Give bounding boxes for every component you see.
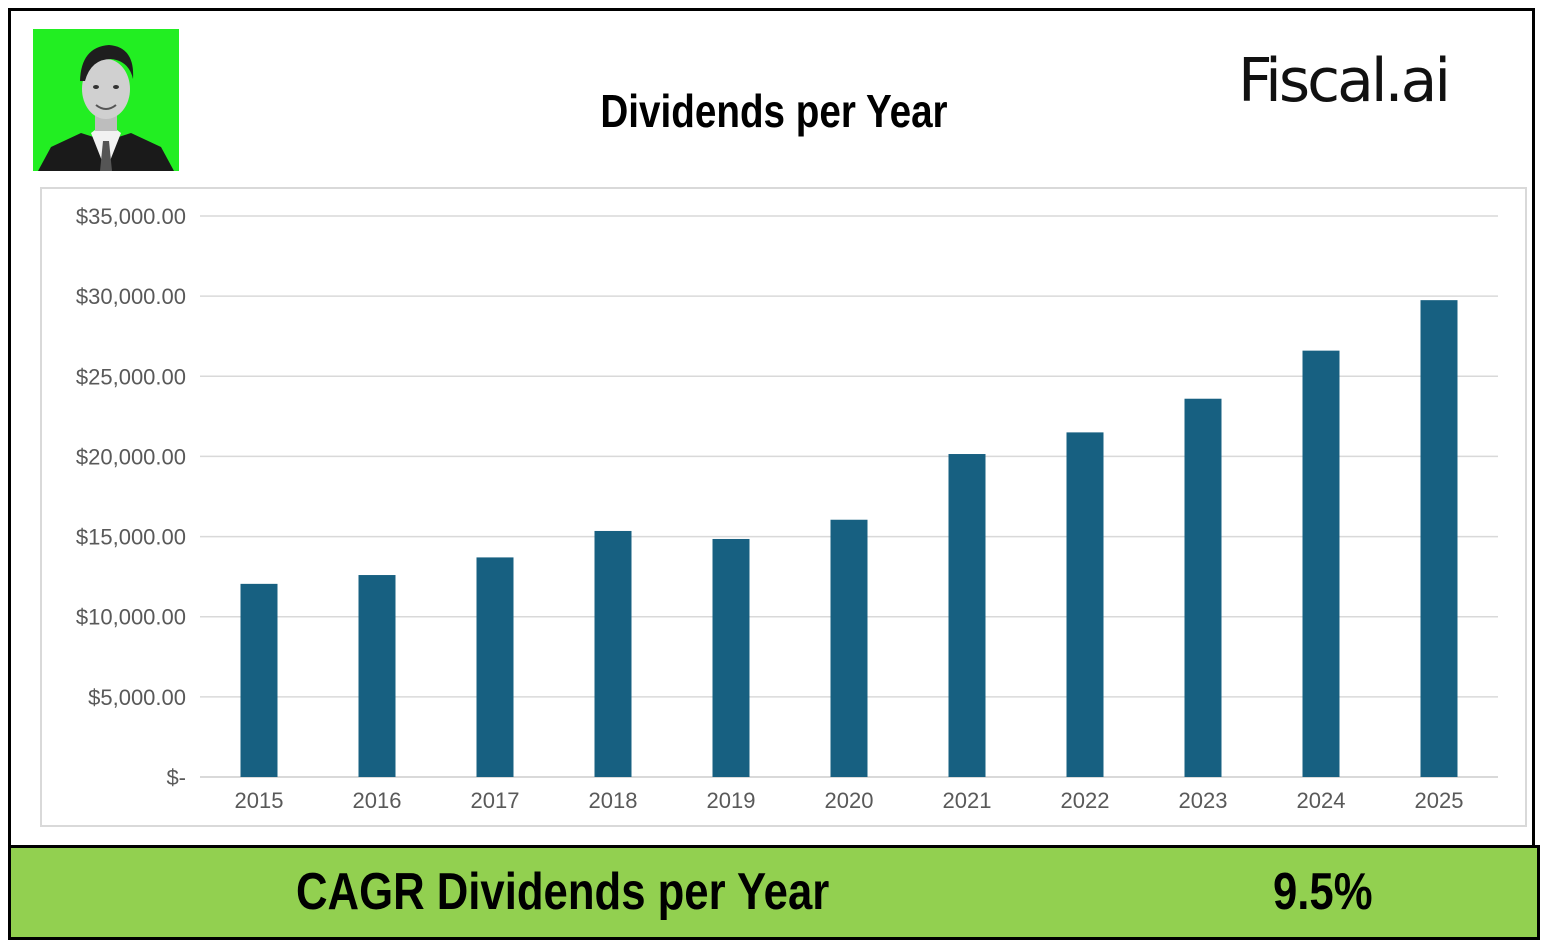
y-tick-label: $15,000.00 [76, 525, 186, 550]
y-tick-label: $- [166, 765, 186, 790]
bar-2018 [594, 530, 632, 777]
bar-chart: $- $5,000.00 $10,000.00 $15,000.00 $20,000.0… [76, 204, 1498, 813]
bar-2021 [948, 454, 986, 777]
x-tick-label: 2023 [1179, 788, 1228, 813]
y-tick-label: $10,000.00 [76, 605, 186, 630]
bar-2022 [1066, 432, 1104, 777]
cagr-summary-bar [8, 845, 1540, 940]
x-tick-label: 2025 [1415, 788, 1464, 813]
brand-logo: Fiscal.ai [1238, 46, 1451, 116]
x-tick-label: 2016 [353, 788, 402, 813]
x-tick-label: 2019 [707, 788, 756, 813]
y-tick-label: $5,000.00 [88, 685, 186, 710]
cagr-label: CAGR Dividends per Year [296, 863, 830, 921]
chart-area: $- $5,000.00 $10,000.00 $15,000.00 $20,000.0… [40, 187, 1527, 827]
bar-2016 [358, 575, 396, 777]
cagr-value: 9.5% [1273, 863, 1373, 921]
x-tick-label: 2018 [589, 788, 638, 813]
bar-2019 [712, 538, 750, 777]
bar-2020 [830, 519, 868, 777]
x-tick-label: 2015 [235, 788, 284, 813]
bar-2024 [1302, 350, 1340, 777]
y-tick-label: $20,000.00 [76, 444, 186, 469]
x-tick-label: 2021 [943, 788, 992, 813]
chart-title: Dividends per Year [600, 85, 948, 137]
portrait-image [38, 45, 174, 171]
y-tick-label: $30,000.00 [76, 284, 186, 309]
bar-2025 [1420, 300, 1458, 777]
y-tick-label: $35,000.00 [76, 204, 186, 229]
y-tick-label: $25,000.00 [76, 364, 186, 389]
bar-2023 [1184, 398, 1222, 777]
bar-2015 [240, 583, 278, 777]
author-avatar [33, 29, 179, 171]
x-tick-label: 2022 [1061, 788, 1110, 813]
x-tick-label: 2024 [1297, 788, 1346, 813]
bar-2017 [476, 557, 514, 777]
x-tick-label: 2020 [825, 788, 874, 813]
x-tick-label: 2017 [471, 788, 520, 813]
